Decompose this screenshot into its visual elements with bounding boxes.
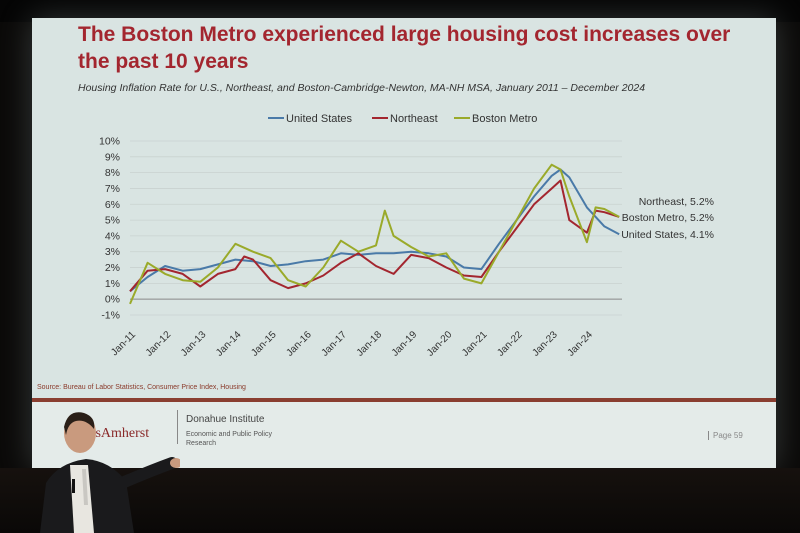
series-end-label: Northeast, 5.2% [639, 196, 714, 208]
slide-subtitle: Housing Inflation Rate for U.S., Northea… [78, 82, 646, 94]
y-tick-label: 1% [105, 278, 120, 290]
y-tick-label: 7% [105, 183, 120, 195]
footer-separator [177, 410, 178, 444]
x-tick-label: Jan-20 [425, 329, 455, 359]
y-tick-label: 0% [105, 294, 120, 306]
x-tick-label: Jan-16 [284, 329, 314, 359]
series-end-label: Boston Metro, 5.2% [622, 212, 714, 224]
series-line-boston-metro [129, 163, 620, 305]
y-tick-label: 5% [105, 215, 120, 227]
x-tick-label: Jan-15 [249, 329, 279, 359]
projection-screen: The Boston Metro experienced large housi… [32, 18, 776, 468]
page-number: Page 59 [708, 431, 743, 440]
series-line-northeast [129, 179, 620, 292]
y-tick-label: 3% [105, 246, 120, 258]
presenter-photo [40, 412, 180, 533]
y-tick-label: 8% [105, 167, 120, 179]
chart-end-labels: Northeast, 5.2% Boston Metro, 5.2% United … [621, 196, 714, 241]
institute-subtitle: Economic and Public Policy Research [186, 431, 272, 447]
y-tick-label: 9% [105, 151, 120, 163]
legend-label: United States [286, 113, 353, 125]
x-tick-label: Jan-18 [355, 329, 385, 359]
umass-amherst-logo: ssAmherst [90, 426, 150, 441]
chart-legend: United States Northeast Boston Metro [268, 113, 537, 125]
y-axis-ticks: -1% 0% 1% 2% 3% 4% 5% 6% 7% 8% 9% 10% [99, 136, 120, 322]
x-tick-label: Jan-19 [390, 329, 420, 359]
chart-source-note: Source: Bureau of Labor Statistics, Cons… [37, 384, 246, 391]
x-axis-ticks: Jan-11 Jan-12 Jan-13 Jan-14 Jan-15 Jan-16 Jan-… [109, 329, 595, 359]
y-tick-label: 2% [105, 262, 120, 274]
x-tick-label: Jan-11 [109, 329, 138, 358]
legend-label: Northeast [390, 113, 438, 125]
chart-series-lines [129, 163, 620, 305]
y-tick-label: -1% [101, 310, 120, 322]
slide-title: The Boston Metro experienced large housi… [78, 23, 731, 73]
y-tick-label: 6% [105, 199, 120, 211]
series-end-label: United States, 4.1% [621, 229, 714, 241]
x-tick-label: Jan-12 [144, 329, 174, 359]
footer-divider [32, 398, 776, 402]
line-chart: -1%0%1%2%3%4%5%6%7%8%9%10% Jan-11 Jan-12 J… [99, 113, 714, 359]
x-tick-label: Jan-13 [179, 329, 209, 359]
x-tick-label: Jan-23 [530, 329, 560, 359]
x-tick-label: Jan-22 [495, 329, 525, 359]
room-ceiling [0, 0, 800, 22]
legend-label: Boston Metro [472, 113, 537, 125]
y-tick-label: 10% [99, 136, 120, 148]
institute-name: Donahue Institute [186, 414, 265, 425]
y-tick-label: 4% [105, 230, 120, 242]
series-line-united-states [129, 168, 620, 293]
x-tick-label: Jan-24 [566, 329, 596, 359]
chart-gridlines [130, 140, 622, 316]
x-tick-label: Jan-17 [320, 329, 350, 359]
slide-footer: ssAmherst Donahue Institute Economic and… [32, 402, 776, 468]
x-tick-label: Jan-14 [214, 329, 244, 359]
x-tick-label: Jan-21 [460, 329, 490, 359]
